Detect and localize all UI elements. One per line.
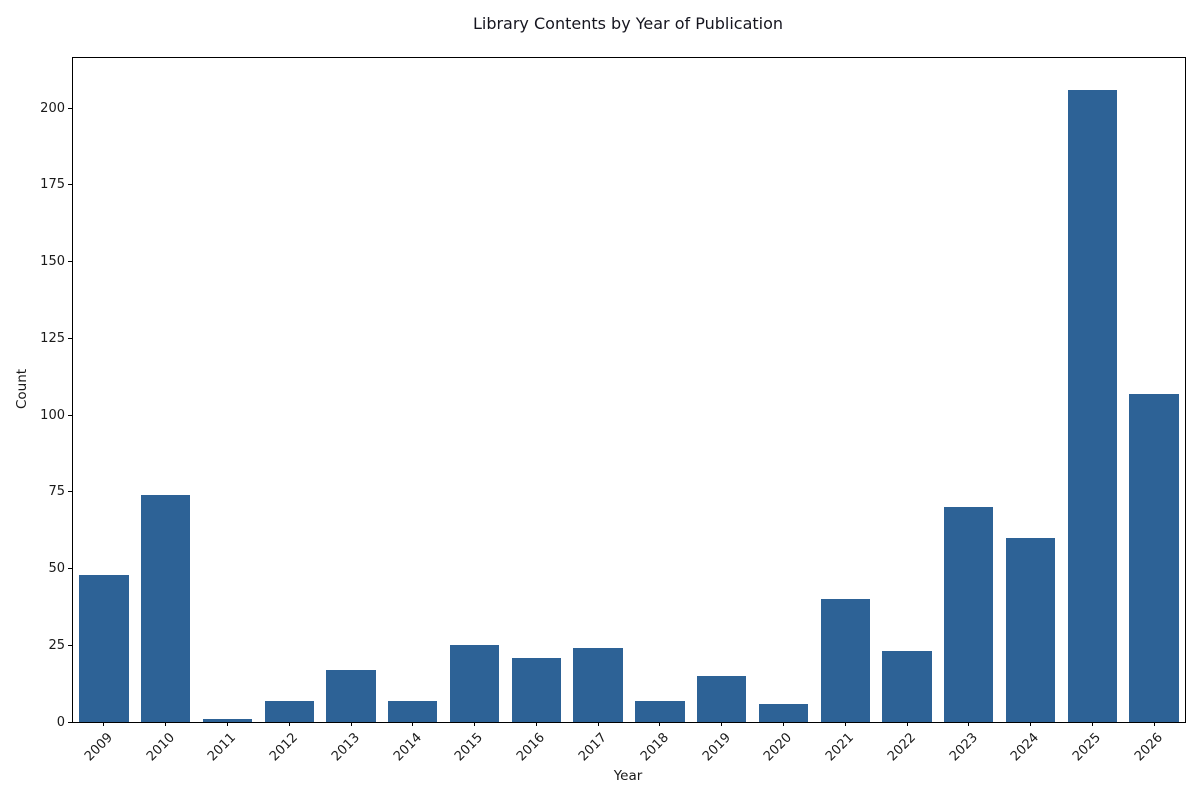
chart-title: Library Contents by Year of Publication (472, 14, 784, 33)
x-tick-label-2011: 2011 (205, 730, 240, 765)
y-tick-label-50: 50 (48, 561, 65, 576)
x-tick-mark-2012 (288, 722, 290, 726)
bar-2025 (1067, 89, 1118, 722)
x-tick-label-2026: 2026 (1132, 730, 1167, 765)
x-tick-label-2019: 2019 (699, 730, 734, 765)
bar-2023 (944, 507, 994, 722)
x-tick-label-2022: 2022 (884, 730, 919, 765)
x-tick-mark-2018 (659, 722, 661, 726)
bar-2011 (202, 718, 253, 722)
x-tick-label-2021: 2021 (823, 730, 858, 765)
x-tick-mark-2009 (103, 722, 105, 726)
bar-2012 (264, 700, 314, 722)
bar-2019 (696, 675, 747, 722)
x-tick-mark-2024 (1030, 722, 1032, 726)
y-axis-label: Count (14, 368, 30, 410)
y-tick-mark-25 (68, 644, 72, 646)
x-tick-mark-2023 (968, 722, 970, 726)
x-tick-mark-2021 (844, 722, 846, 726)
x-tick-label-2017: 2017 (576, 730, 611, 765)
y-tick-label-150: 150 (40, 254, 65, 270)
x-tick-label-2016: 2016 (514, 730, 549, 765)
x-axis-label: Year (613, 768, 643, 784)
x-tick-mark-2022 (906, 722, 908, 726)
x-tick-mark-2013 (350, 722, 352, 726)
x-tick-label-2013: 2013 (328, 730, 363, 765)
y-tick-label-175: 175 (40, 177, 65, 193)
y-tick-label-25: 25 (48, 637, 65, 653)
x-tick-label-2020: 2020 (761, 730, 796, 765)
x-tick-label-2015: 2015 (452, 730, 487, 765)
bar-2016 (511, 657, 562, 722)
x-tick-mark-2019 (721, 722, 723, 726)
x-tick-mark-2010 (165, 722, 167, 726)
x-tick-label-2014: 2014 (390, 730, 425, 765)
y-tick-mark-0 (68, 721, 72, 723)
x-tick-mark-2020 (782, 722, 784, 726)
y-tick-mark-50 (68, 568, 72, 569)
bar-2017 (573, 648, 623, 722)
y-tick-mark-175 (68, 184, 72, 186)
bar-2021 (820, 599, 870, 722)
y-tick-mark-200 (68, 107, 72, 109)
y-tick-label-75: 75 (48, 484, 65, 500)
y-tick-label-0: 0 (56, 714, 65, 730)
bar-2024 (1005, 537, 1056, 722)
x-tick-mark-2016 (535, 722, 537, 726)
x-tick-label-2023: 2023 (946, 730, 981, 765)
x-tick-mark-2015 (474, 722, 476, 726)
bar-2010 (140, 494, 191, 722)
x-tick-label-2012: 2012 (267, 730, 302, 765)
plot-area: 0 25 50 75 100 125 150 175 200 2009 2010 2011 2012 20… (40, 57, 1186, 764)
bar-2015 (449, 645, 500, 722)
y-tick-label-100: 100 (40, 407, 65, 423)
bar-2014 (388, 700, 438, 722)
y-tick-label-125: 125 (40, 330, 65, 346)
x-tick-label-2024: 2024 (1008, 730, 1043, 765)
y-tick-mark-75 (68, 491, 72, 493)
bar-2022 (882, 651, 932, 722)
x-tick-label-2018: 2018 (637, 730, 672, 765)
bar-2020 (758, 703, 809, 722)
y-tick-label-200: 200 (40, 100, 65, 116)
x-tick-label-2025: 2025 (1070, 730, 1105, 765)
bar-2026 (1129, 393, 1179, 722)
x-tick-label-2010: 2010 (143, 730, 178, 765)
x-tick-mark-2026 (1153, 722, 1155, 726)
x-tick-label-2009: 2009 (81, 730, 116, 765)
x-tick-mark-2014 (412, 722, 414, 726)
y-tick-mark-125 (68, 337, 72, 339)
x-tick-mark-2025 (1091, 722, 1093, 726)
bar-2018 (635, 700, 685, 722)
x-tick-mark-2017 (597, 722, 599, 726)
x-tick-mark-2011 (226, 722, 228, 726)
y-tick-mark-100 (68, 414, 72, 416)
bar-2013 (326, 669, 376, 722)
y-tick-mark-150 (68, 261, 72, 263)
bar-2009 (79, 574, 129, 722)
